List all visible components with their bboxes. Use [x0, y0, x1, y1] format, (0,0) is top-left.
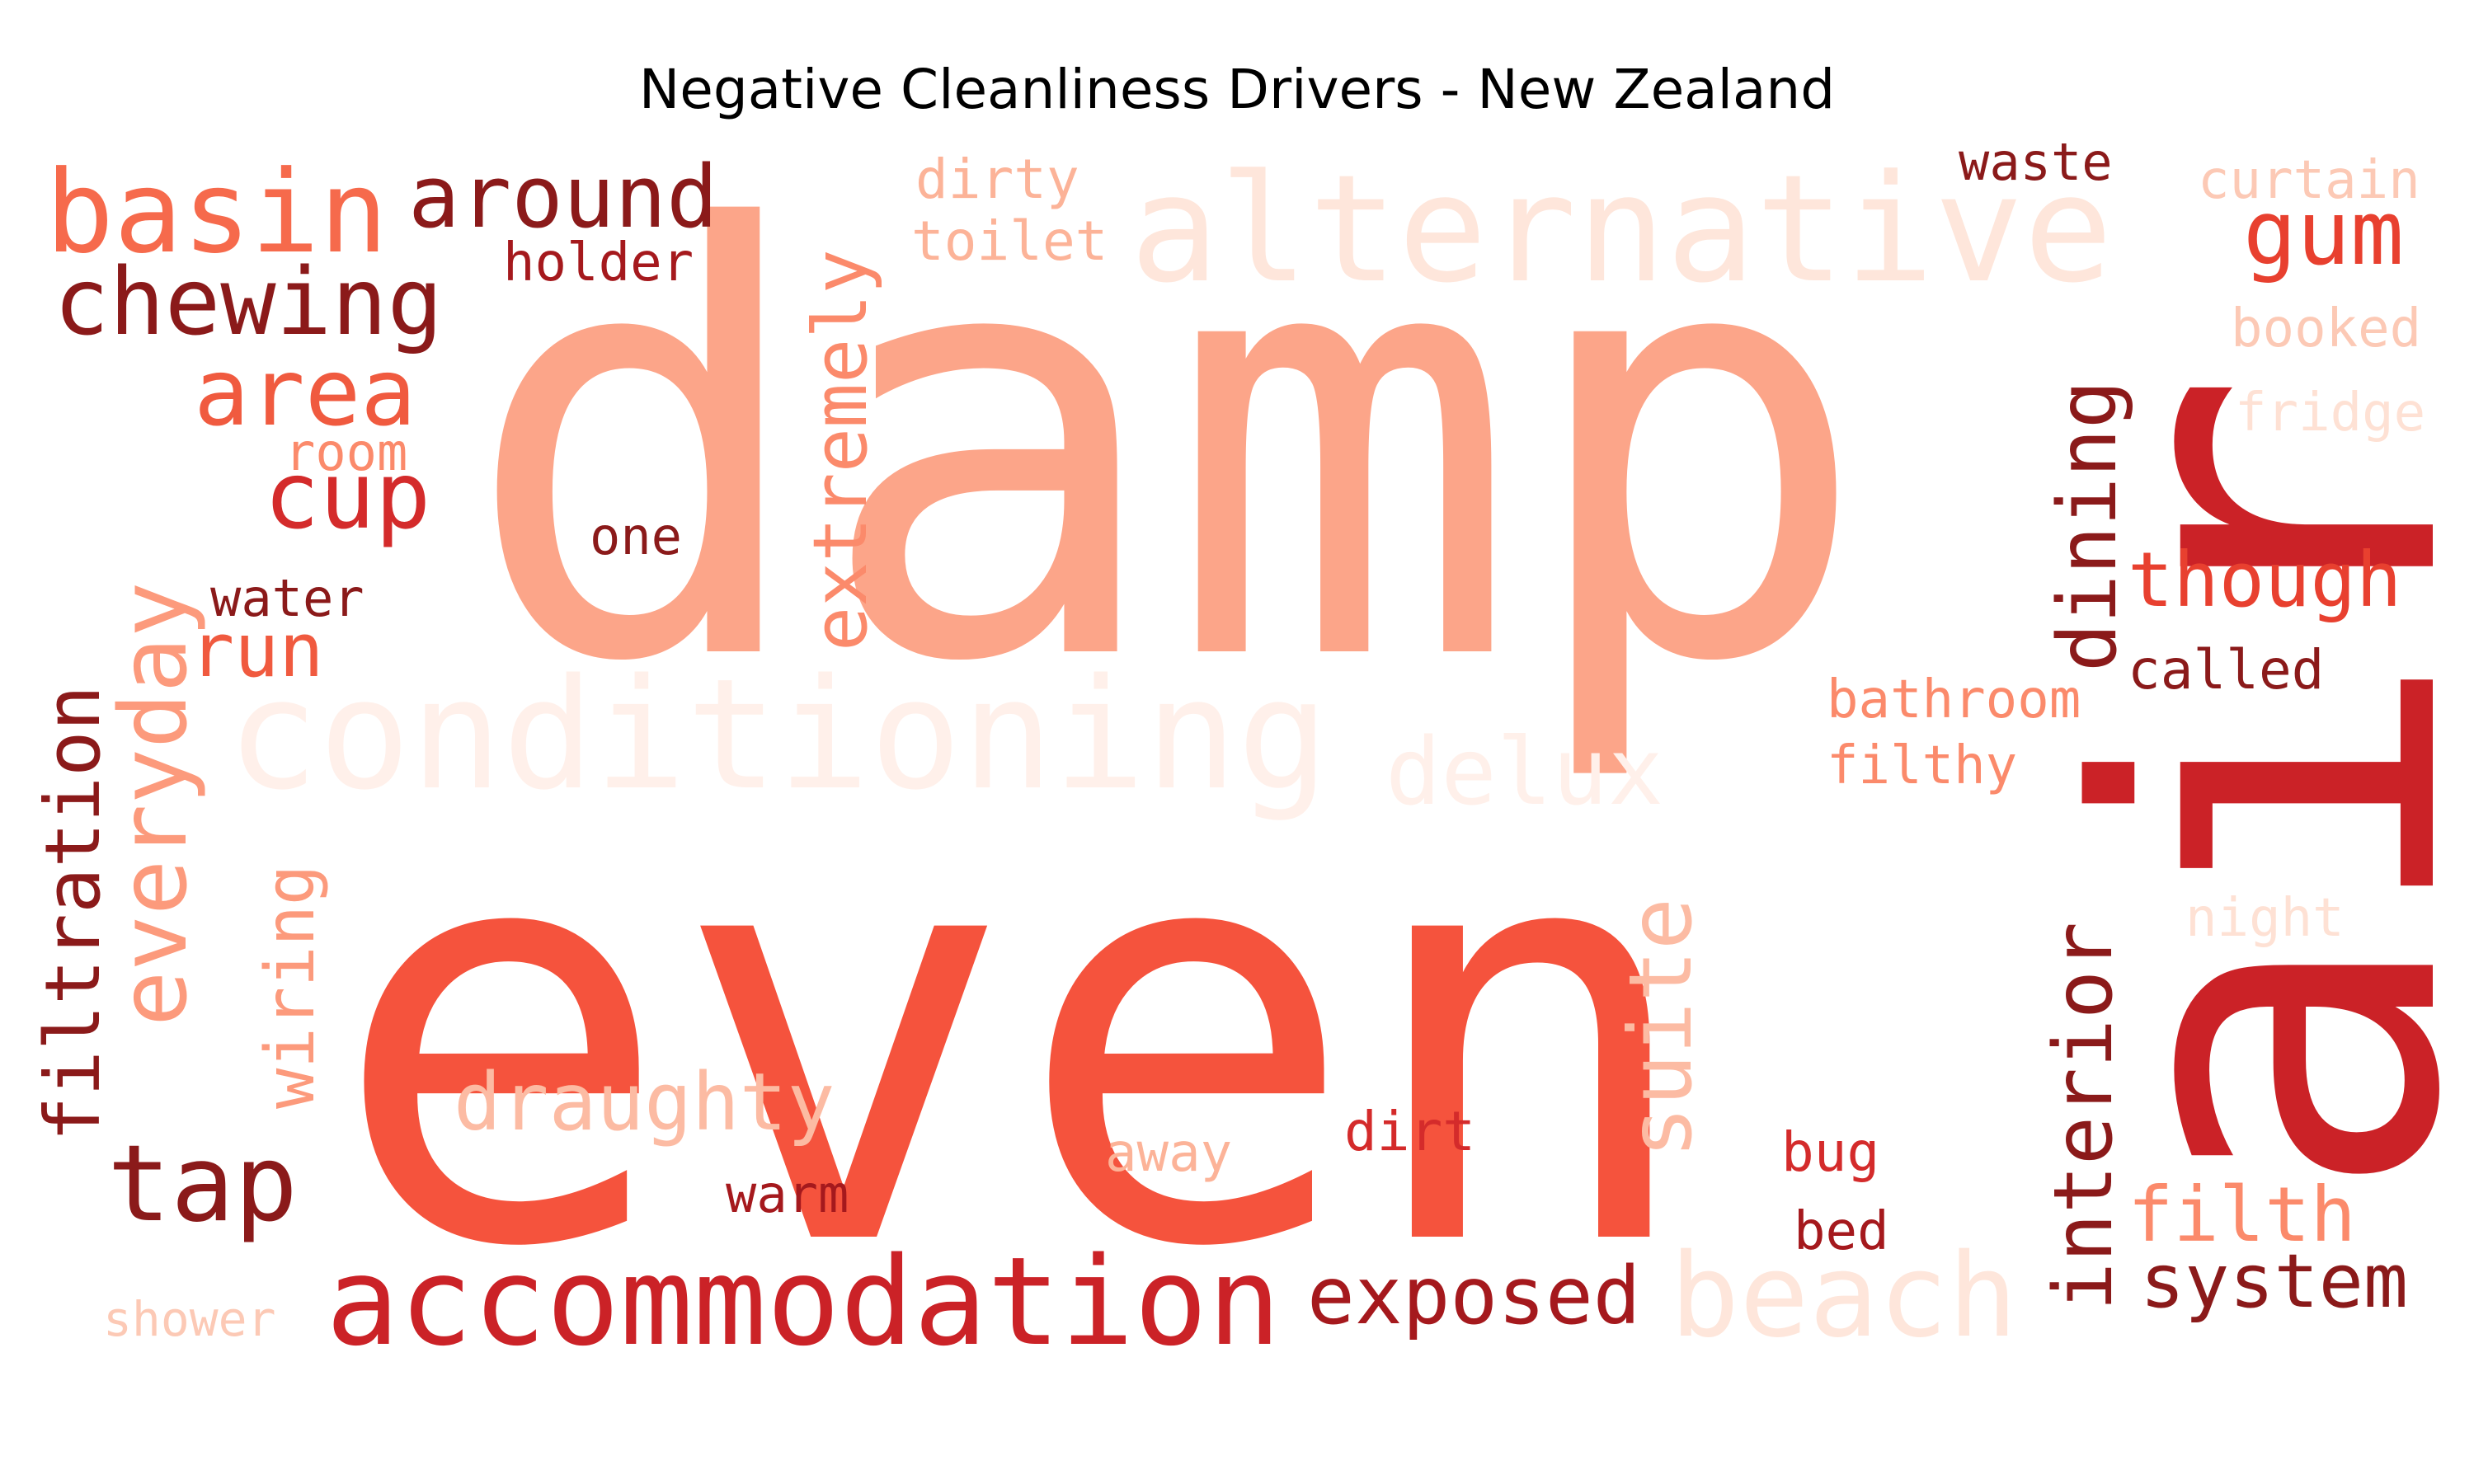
word-filth: filth	[2128, 1171, 2356, 1259]
word-dirty: dirty	[915, 148, 1079, 211]
word-toilet: toilet	[911, 209, 1108, 273]
word-curtain: curtain	[2198, 150, 2420, 211]
word-interior: interior	[2037, 922, 2131, 1311]
word-away: away	[1105, 1123, 1232, 1184]
word-delux: delux	[1385, 719, 1663, 826]
word-bug: bug	[1781, 1120, 1879, 1184]
word-everyday: everyday	[101, 582, 208, 1026]
word-filthy: filthy	[1827, 735, 2017, 796]
word-fridge: fridge	[2235, 383, 2425, 444]
word-accommodation: accommodation	[326, 1231, 1281, 1373]
word-even: even	[330, 709, 1700, 1371]
word-one: one	[590, 506, 682, 566]
word-night: night	[2185, 888, 2345, 949]
word-warm: warm	[726, 1164, 849, 1224]
word-air: air	[2005, 370, 2474, 1204]
word-cup: cup	[264, 443, 430, 550]
word-exposed: exposed	[1307, 1250, 1641, 1342]
word-chewing: chewing	[54, 249, 443, 356]
word-bathroom: bathroom	[1827, 669, 2081, 730]
word-extremely: extremely	[797, 249, 884, 651]
word-draughty: draughty	[454, 1056, 835, 1148]
word-basin: basin	[45, 146, 388, 279]
word-suite: suite	[1611, 898, 1711, 1158]
word-booked: booked	[2231, 298, 2421, 359]
word-tap: tap	[107, 1123, 298, 1246]
word-room: room	[285, 422, 407, 482]
word-called: called	[2128, 638, 2324, 702]
word-around: around	[408, 147, 718, 247]
word-shower: shower	[103, 1291, 276, 1347]
word-damp: damp	[462, 109, 1872, 790]
word-area: area	[194, 340, 416, 447]
word-gum: gum	[2243, 182, 2404, 285]
word-system: system	[2140, 1238, 2408, 1325]
word-alternative: alternative	[1130, 143, 2113, 316]
word-conditioning: conditioning	[227, 646, 1329, 824]
word-bed: bed	[1794, 1201, 1889, 1262]
word-beach: beach	[1670, 1229, 2017, 1364]
word-filtration: filtration	[29, 685, 117, 1142]
word-dining: dining	[2041, 380, 2135, 672]
word-though: though	[2128, 536, 2401, 624]
word-holder: holder	[503, 232, 694, 294]
chart-title: Negative Cleanliness Drivers - New Zeala…	[638, 58, 1836, 121]
word-water: water	[210, 568, 365, 628]
word-waste: waste	[1959, 132, 2113, 192]
word-wiring: wiring	[252, 865, 330, 1109]
word-dirt: dirt	[1344, 1100, 1475, 1163]
word-run: run	[190, 608, 324, 694]
